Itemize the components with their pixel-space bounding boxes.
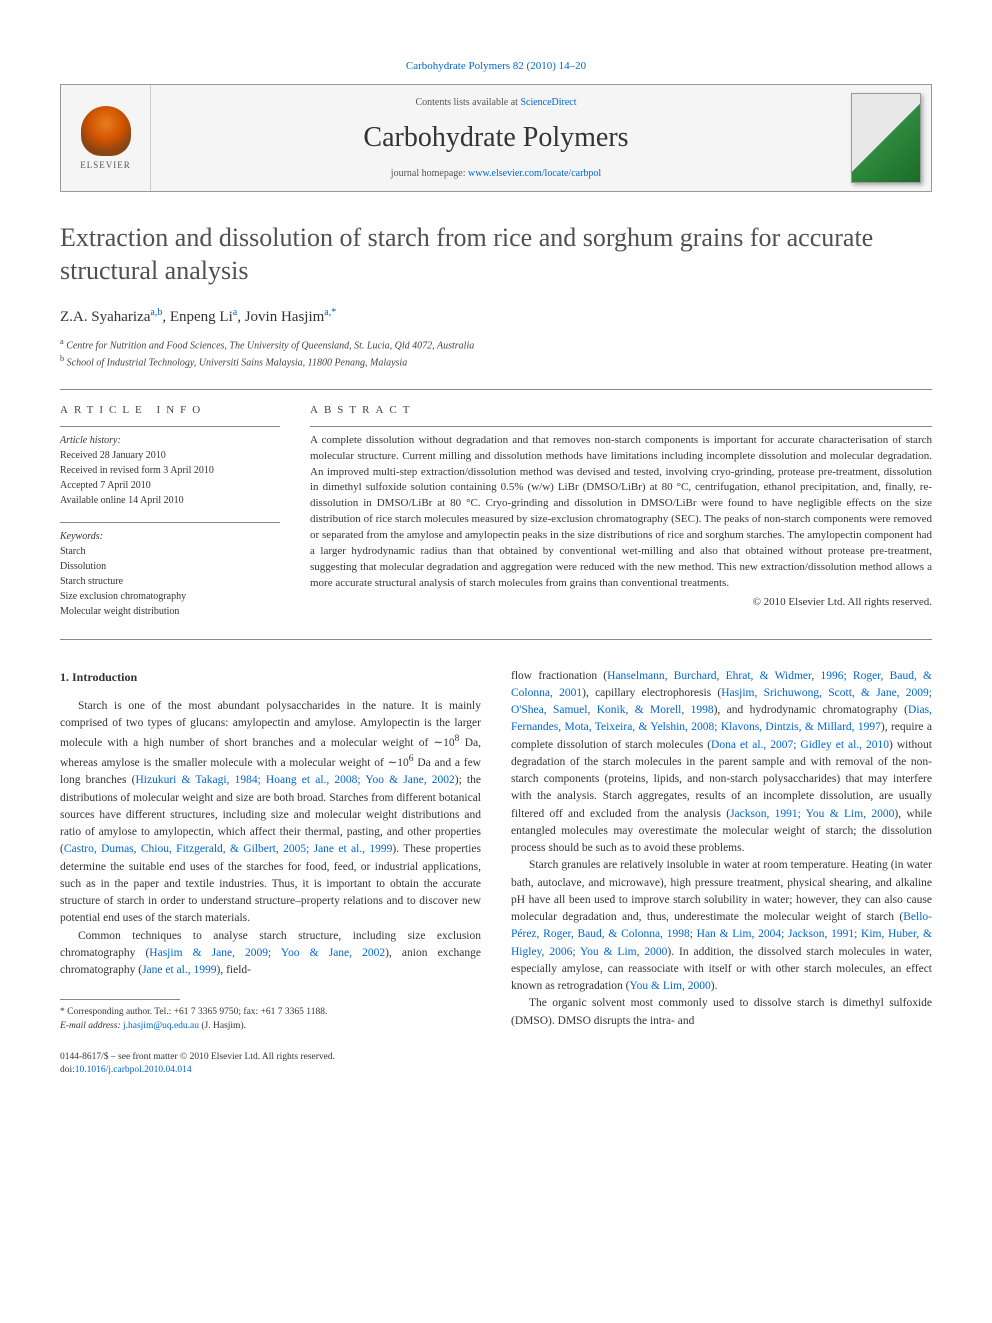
ref-link[interactable]: Dona et al., 2007; Gidley et al., 2010 — [711, 739, 889, 751]
cover-thumbnail — [841, 85, 931, 191]
intro-para-1: Starch is one of the most abundant polys… — [60, 698, 481, 928]
publisher-name: ELSEVIER — [80, 160, 131, 170]
history-received: Received 28 January 2010 — [60, 448, 280, 463]
history-accepted: Accepted 7 April 2010 — [60, 478, 280, 493]
article-title: Extraction and dissolution of starch fro… — [60, 222, 932, 287]
author-2: Enpeng Li — [170, 309, 233, 325]
doi-line: doi:10.1016/j.carbpol.2010.04.014 — [60, 1064, 481, 1077]
keyword-5: Molecular weight distribution — [60, 604, 280, 619]
keyword-4: Size exclusion chromatography — [60, 589, 280, 604]
author-1-aff: a,b — [150, 307, 162, 318]
corr-email-line: E-mail address: j.hasjim@uq.edu.au (J. H… — [60, 1020, 481, 1033]
cover-image — [851, 93, 921, 183]
ref-link[interactable]: You & Lim, 2000 — [629, 980, 710, 992]
author-3: Jovin Hasjim — [245, 309, 325, 325]
corresponding-author-footnote: * Corresponding author. Tel.: +61 7 3365… — [60, 1006, 481, 1033]
authors-line: Z.A. Syaharizaa,b, Enpeng Lia, Jovin Has… — [60, 307, 932, 326]
abstract-divider — [310, 426, 932, 427]
homepage-link[interactable]: www.elsevier.com/locate/carbpol — [468, 168, 601, 179]
homepage-prefix: journal homepage: — [391, 168, 468, 179]
keyword-3: Starch structure — [60, 574, 280, 589]
author-2-aff: a — [233, 307, 237, 318]
abstract-column: ABSTRACT A complete dissolution without … — [310, 404, 932, 633]
author-3-aff: a,* — [324, 307, 336, 318]
right-para-2: Starch granules are relatively insoluble… — [511, 857, 932, 995]
article-info-label: ARTICLE INFO — [60, 404, 280, 416]
abstract-label: ABSTRACT — [310, 404, 932, 416]
header-center: Contents lists available at ScienceDirec… — [151, 85, 841, 191]
body-columns: 1. Introduction Starch is one of the mos… — [60, 668, 932, 1078]
ref-link[interactable]: Hasjim & Jane, 2009; Yoo & Jane, 2002 — [149, 947, 385, 959]
journal-name: Carbohydrate Polymers — [171, 122, 821, 154]
right-para-3: The organic solvent most commonly used t… — [511, 995, 932, 1030]
ref-link[interactable]: Castro, Dumas, Chiou, Fitzgerald, & Gilb… — [64, 843, 393, 855]
author-1: Z.A. Syahariza — [60, 309, 150, 325]
footnote-separator — [60, 999, 180, 1000]
copyright-line: © 2010 Elsevier Ltd. All rights reserved… — [310, 596, 932, 608]
divider-top — [60, 389, 932, 390]
ref-link[interactable]: Jackson, 1991; You & Lim, 2000 — [730, 808, 894, 820]
journal-reference: Carbohydrate Polymers 82 (2010) 14–20 — [60, 60, 932, 72]
issn-line: 0144-8617/$ – see front matter © 2010 El… — [60, 1051, 481, 1064]
left-column: 1. Introduction Starch is one of the mos… — [60, 668, 481, 1078]
corr-email-link[interactable]: j.hasjim@uq.edu.au — [123, 1021, 199, 1031]
affiliation-b: b School of Industrial Technology, Unive… — [60, 353, 932, 370]
keyword-2: Dissolution — [60, 559, 280, 574]
keywords-header: Keywords: — [60, 529, 280, 544]
affiliations: a Centre for Nutrition and Food Sciences… — [60, 336, 932, 371]
ref-link[interactable]: Jane et al., 1999 — [142, 964, 216, 976]
intro-para-2: Common techniques to analyse starch stru… — [60, 928, 481, 980]
info-divider-1 — [60, 426, 280, 427]
contents-line: Contents lists available at ScienceDirec… — [171, 97, 821, 108]
abstract-text: A complete dissolution without degradati… — [310, 433, 932, 592]
page-footer: 0144-8617/$ – see front matter © 2010 El… — [60, 1051, 481, 1078]
article-info-column: ARTICLE INFO Article history: Received 2… — [60, 404, 280, 633]
ref-link[interactable]: Hizukuri & Takagi, 1984; Hoang et al., 2… — [135, 774, 454, 786]
journal-header-box: ELSEVIER Contents lists available at Sci… — [60, 84, 932, 192]
info-divider-2 — [60, 522, 280, 523]
history-online: Available online 14 April 2010 — [60, 493, 280, 508]
doi-link[interactable]: 10.1016/j.carbpol.2010.04.014 — [75, 1065, 192, 1075]
intro-heading: 1. Introduction — [60, 668, 481, 686]
article-history: Article history: Received 28 January 201… — [60, 433, 280, 508]
affiliation-a: a Centre for Nutrition and Food Sciences… — [60, 336, 932, 353]
divider-bottom — [60, 639, 932, 640]
right-para-1: flow fractionation (Hanselmann, Burchard… — [511, 668, 932, 858]
keywords-block: Keywords: Starch Dissolution Starch stru… — [60, 529, 280, 619]
sciencedirect-link[interactable]: ScienceDirect — [520, 97, 576, 108]
history-revised: Received in revised form 3 April 2010 — [60, 463, 280, 478]
keyword-1: Starch — [60, 544, 280, 559]
homepage-line: journal homepage: www.elsevier.com/locat… — [171, 168, 821, 179]
contents-prefix: Contents lists available at — [415, 97, 520, 108]
corr-author-line: * Corresponding author. Tel.: +61 7 3365… — [60, 1006, 481, 1019]
publisher-logo: ELSEVIER — [61, 85, 151, 191]
elsevier-tree-icon — [81, 106, 131, 156]
history-header: Article history: — [60, 433, 280, 448]
right-column: flow fractionation (Hanselmann, Burchard… — [511, 668, 932, 1078]
